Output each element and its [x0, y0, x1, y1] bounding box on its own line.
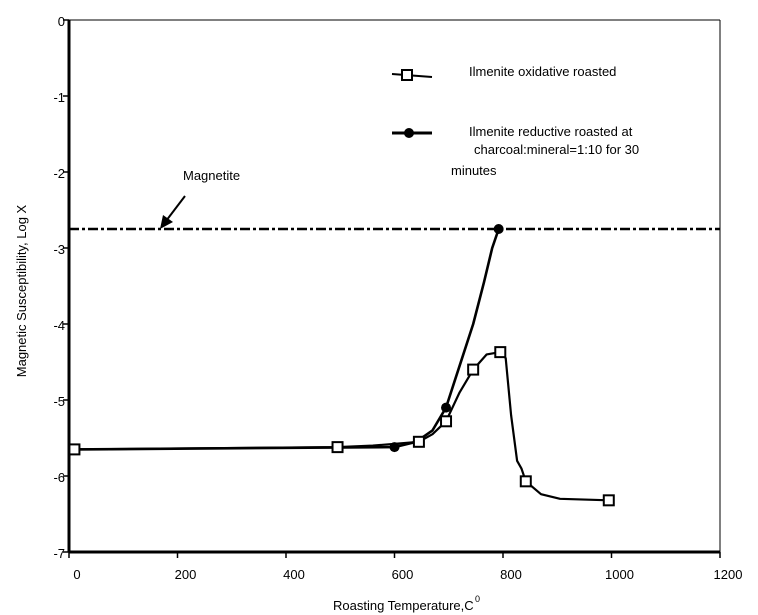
- x-axis-title: Roasting Temperature,C: [333, 598, 474, 613]
- data-point-oxidative: [494, 346, 507, 359]
- y-tick-label: -6: [53, 470, 65, 485]
- data-point-oxidative: [602, 494, 615, 507]
- legend-label-reductive-line-2: charcoal:mineral=1:10 for 30: [474, 142, 639, 157]
- legend-circle-marker: [404, 128, 414, 138]
- annotation-arrow-head: [160, 215, 173, 229]
- x-tick-label: 200: [175, 567, 197, 582]
- plot-frame: [67, 19, 721, 554]
- y-tick-label: 0: [58, 14, 65, 29]
- legend-item-reductive: Ilmenite reductive roasted at charcoal:m…: [392, 124, 639, 178]
- y-tick-label: -3: [53, 242, 65, 257]
- y-tick-label: -4: [53, 318, 65, 333]
- data-point-oxidative: [331, 441, 344, 454]
- x-tick-label: 1200: [714, 567, 743, 582]
- legend-item-oxidative: Ilmenite oxidative roasted: [391, 64, 616, 81]
- x-tick-label: 800: [500, 567, 522, 582]
- data-point-reductive: [493, 224, 504, 234]
- x-tick-label: 600: [392, 567, 414, 582]
- marker-layer: [68, 224, 615, 507]
- y-tick-label: -5: [53, 394, 65, 409]
- data-point-reductive: [389, 442, 400, 453]
- x-tick-label: 1000: [605, 567, 634, 582]
- y-tick-label: -7: [53, 546, 65, 561]
- data-point-oxidative: [467, 363, 480, 376]
- series-layer: [74, 228, 609, 502]
- series-line-reductive: [74, 228, 500, 451]
- legend-square-marker: [401, 69, 413, 81]
- magnetite-annotation: Magnetite: [160, 168, 240, 229]
- tick-layer: 0 200 400 600 800 1000 1200 0 -1 -2 -3 -4 -5 -6 -7: [53, 14, 742, 582]
- annotation-arrow-shaft: [165, 195, 186, 222]
- data-point-oxidative: [412, 435, 425, 448]
- y-tick-label: -2: [53, 166, 65, 181]
- x-tick-label: 400: [283, 567, 305, 582]
- annotation-magnetite-label: Magnetite: [183, 168, 240, 183]
- data-point-oxidative: [68, 443, 81, 456]
- legend: Ilmenite oxidative roasted Ilmenite redu…: [391, 64, 639, 178]
- data-point-oxidative: [440, 415, 453, 428]
- data-point-reductive: [441, 402, 452, 413]
- legend-label-oxidative: Ilmenite oxidative roasted: [469, 64, 616, 79]
- data-point-oxidative: [519, 475, 532, 488]
- legend-label-reductive-line-3: minutes: [451, 163, 497, 178]
- y-tick-label: -1: [53, 90, 65, 105]
- x-axis-title-superscript: 0: [475, 594, 480, 604]
- legend-label-reductive-line-1: Ilmenite reductive roasted at: [469, 124, 633, 139]
- x-tick-label: 0: [73, 567, 80, 582]
- y-axis-title: Magnetic Susceptibility, Log X: [14, 204, 29, 377]
